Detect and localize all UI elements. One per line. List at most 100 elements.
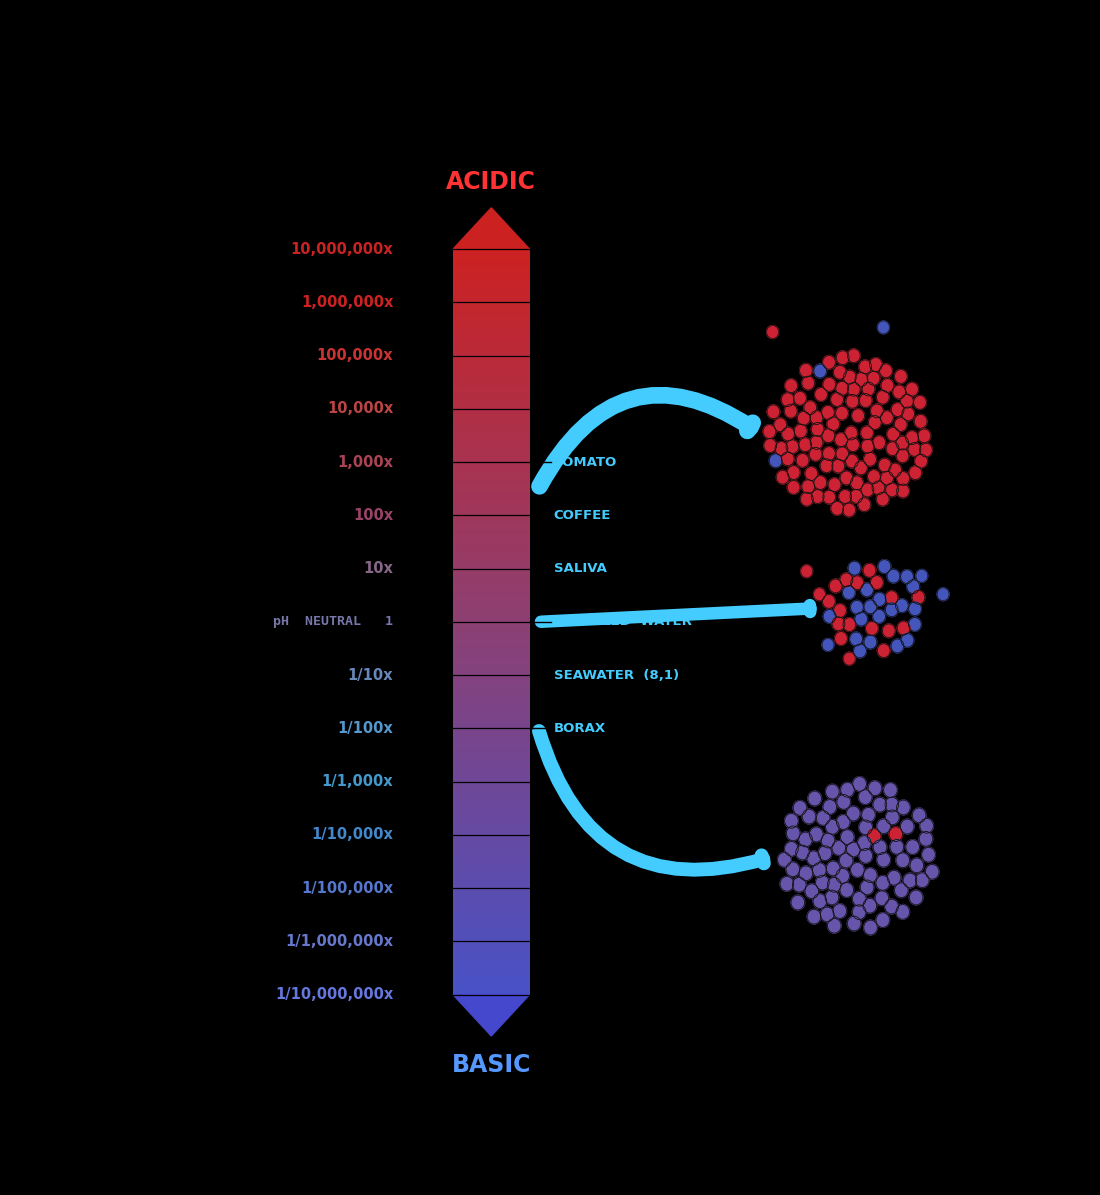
- Circle shape: [778, 852, 791, 868]
- Circle shape: [802, 479, 815, 494]
- Circle shape: [813, 894, 827, 908]
- Circle shape: [914, 396, 926, 410]
- Circle shape: [811, 436, 823, 449]
- Circle shape: [896, 853, 910, 868]
- Circle shape: [903, 874, 916, 888]
- Circle shape: [914, 415, 927, 428]
- Circle shape: [893, 385, 905, 399]
- Circle shape: [800, 363, 813, 378]
- Circle shape: [864, 636, 877, 649]
- Circle shape: [890, 840, 903, 854]
- Circle shape: [835, 433, 847, 447]
- Circle shape: [825, 890, 839, 905]
- Circle shape: [861, 483, 873, 497]
- Circle shape: [872, 480, 884, 495]
- Circle shape: [850, 576, 864, 589]
- Circle shape: [850, 490, 862, 503]
- Circle shape: [886, 483, 899, 497]
- Circle shape: [786, 826, 800, 841]
- Circle shape: [858, 497, 871, 511]
- Circle shape: [852, 777, 867, 791]
- Circle shape: [822, 833, 835, 848]
- Circle shape: [807, 909, 821, 924]
- Circle shape: [802, 809, 816, 823]
- Circle shape: [876, 913, 890, 927]
- Circle shape: [784, 379, 798, 393]
- Circle shape: [909, 618, 922, 631]
- Text: ACIDIC: ACIDIC: [447, 170, 536, 194]
- Polygon shape: [453, 994, 530, 1036]
- Circle shape: [810, 447, 822, 461]
- Circle shape: [827, 417, 839, 430]
- Circle shape: [821, 459, 833, 473]
- Circle shape: [798, 411, 811, 425]
- Circle shape: [822, 405, 834, 419]
- Circle shape: [843, 503, 856, 517]
- Circle shape: [801, 565, 813, 577]
- Circle shape: [858, 790, 872, 804]
- Circle shape: [836, 447, 848, 461]
- Circle shape: [830, 393, 844, 406]
- Circle shape: [873, 593, 886, 606]
- Circle shape: [816, 810, 831, 826]
- Circle shape: [795, 845, 810, 860]
- Circle shape: [888, 870, 901, 885]
- Circle shape: [882, 624, 895, 638]
- Circle shape: [877, 492, 889, 505]
- Circle shape: [901, 394, 913, 409]
- Circle shape: [906, 580, 920, 594]
- Circle shape: [844, 652, 856, 666]
- Circle shape: [891, 403, 904, 417]
- Circle shape: [782, 427, 794, 441]
- Circle shape: [826, 862, 840, 876]
- Circle shape: [839, 490, 851, 503]
- Circle shape: [846, 394, 859, 409]
- Circle shape: [878, 559, 891, 574]
- Circle shape: [864, 600, 877, 614]
- Circle shape: [908, 442, 921, 456]
- Circle shape: [920, 443, 933, 456]
- Circle shape: [822, 429, 835, 442]
- Circle shape: [879, 458, 891, 472]
- Circle shape: [813, 863, 826, 877]
- Circle shape: [811, 423, 824, 436]
- Circle shape: [864, 899, 877, 913]
- Circle shape: [855, 373, 868, 386]
- Circle shape: [864, 920, 878, 934]
- Circle shape: [896, 801, 910, 815]
- Circle shape: [873, 797, 887, 813]
- Circle shape: [799, 832, 813, 847]
- Circle shape: [829, 580, 842, 593]
- Circle shape: [814, 364, 826, 378]
- Text: 6: 6: [431, 559, 442, 577]
- Circle shape: [836, 869, 849, 883]
- Circle shape: [815, 387, 827, 402]
- Circle shape: [898, 621, 910, 635]
- Circle shape: [860, 880, 873, 895]
- Circle shape: [814, 588, 825, 601]
- Circle shape: [869, 357, 882, 372]
- Text: 1/100x: 1/100x: [338, 721, 394, 736]
- Text: SALIVA: SALIVA: [553, 562, 606, 575]
- Circle shape: [902, 407, 914, 421]
- Circle shape: [876, 890, 889, 906]
- Circle shape: [805, 884, 818, 899]
- Text: 10x: 10x: [363, 562, 394, 576]
- Circle shape: [840, 471, 852, 485]
- Circle shape: [845, 427, 858, 440]
- Circle shape: [823, 609, 836, 624]
- Circle shape: [786, 440, 799, 454]
- Circle shape: [827, 919, 842, 933]
- Circle shape: [872, 609, 886, 624]
- Circle shape: [847, 917, 861, 931]
- Circle shape: [777, 471, 789, 484]
- Circle shape: [868, 470, 880, 484]
- Circle shape: [847, 842, 860, 857]
- Circle shape: [836, 406, 848, 421]
- Circle shape: [883, 783, 898, 797]
- Circle shape: [920, 819, 934, 833]
- Circle shape: [915, 872, 930, 888]
- Circle shape: [786, 862, 800, 877]
- Circle shape: [861, 440, 875, 453]
- Circle shape: [886, 590, 898, 605]
